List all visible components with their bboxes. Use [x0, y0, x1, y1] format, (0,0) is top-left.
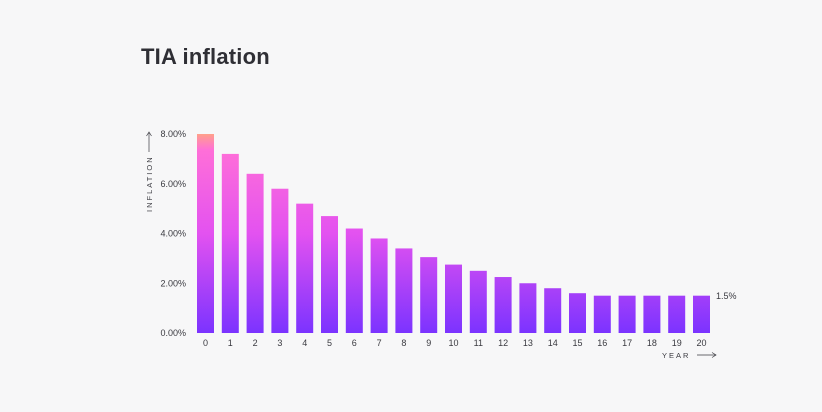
y-tick-label: 2.00%	[160, 278, 186, 288]
x-tick-label: 14	[548, 338, 558, 348]
x-axis-label: YEAR	[662, 351, 690, 360]
bar	[519, 283, 537, 333]
x-tick-label: 4	[302, 338, 307, 348]
x-tick-label: 6	[352, 338, 357, 348]
x-tick-label: 5	[327, 338, 332, 348]
x-tick-label: 12	[498, 338, 508, 348]
y-tick-label: 6.00%	[160, 179, 186, 189]
bar	[296, 203, 314, 333]
x-axis-title-group: YEAR	[662, 351, 717, 360]
bar	[345, 228, 363, 333]
bar	[445, 264, 462, 333]
bar	[469, 270, 487, 333]
bar	[246, 173, 264, 333]
bar	[569, 293, 586, 333]
y-tick-label: 0.00%	[160, 328, 186, 338]
x-tick-label: 13	[523, 338, 533, 348]
bar	[420, 257, 438, 333]
bar	[321, 216, 338, 333]
x-tick-label: 8	[401, 338, 406, 348]
x-tick-label: 9	[426, 338, 431, 348]
bar	[668, 295, 686, 333]
bar	[593, 295, 611, 333]
x-tick-label: 10	[448, 338, 458, 348]
x-tick-label: 2	[253, 338, 258, 348]
x-tick-label: 3	[277, 338, 282, 348]
y-axis: 0.00% 2.00% 4.00% 6.00% 8.00%	[160, 129, 186, 338]
y-arrow-icon	[146, 131, 152, 137]
bar	[643, 295, 661, 333]
x-tick-label: 15	[572, 338, 582, 348]
x-arrow-icon	[711, 352, 717, 358]
y-axis-label: INFLATION	[145, 155, 154, 212]
end-value-annotation: 1.5%	[716, 291, 737, 301]
bars	[197, 134, 710, 333]
x-tick-label: 17	[622, 338, 632, 348]
x-tick-label: 20	[696, 338, 706, 348]
chart-title: TIA inflation	[141, 44, 270, 69]
bar	[494, 277, 512, 333]
x-tick-label: 0	[203, 338, 208, 348]
bar	[395, 248, 413, 333]
y-tick-label: 8.00%	[160, 129, 186, 139]
x-tick-label: 19	[672, 338, 682, 348]
y-tick-label: 4.00%	[160, 229, 186, 239]
bar	[370, 238, 388, 333]
bar	[271, 188, 289, 333]
bar	[693, 295, 710, 333]
bar	[618, 295, 636, 333]
bar	[544, 288, 562, 333]
y-axis-title-group: INFLATION	[145, 131, 154, 212]
x-tick-label: 18	[647, 338, 657, 348]
x-tick-label: 16	[597, 338, 607, 348]
bar	[221, 153, 239, 333]
x-tick-label: 7	[377, 338, 382, 348]
x-tick-label: 11	[474, 338, 483, 348]
bar	[197, 134, 214, 333]
x-axis: 0 1 2 3 4 5 6 7 8 9 10 11 12 13 14 15 16 17 18 19 20	[203, 338, 707, 348]
x-tick-label: 1	[228, 338, 233, 348]
